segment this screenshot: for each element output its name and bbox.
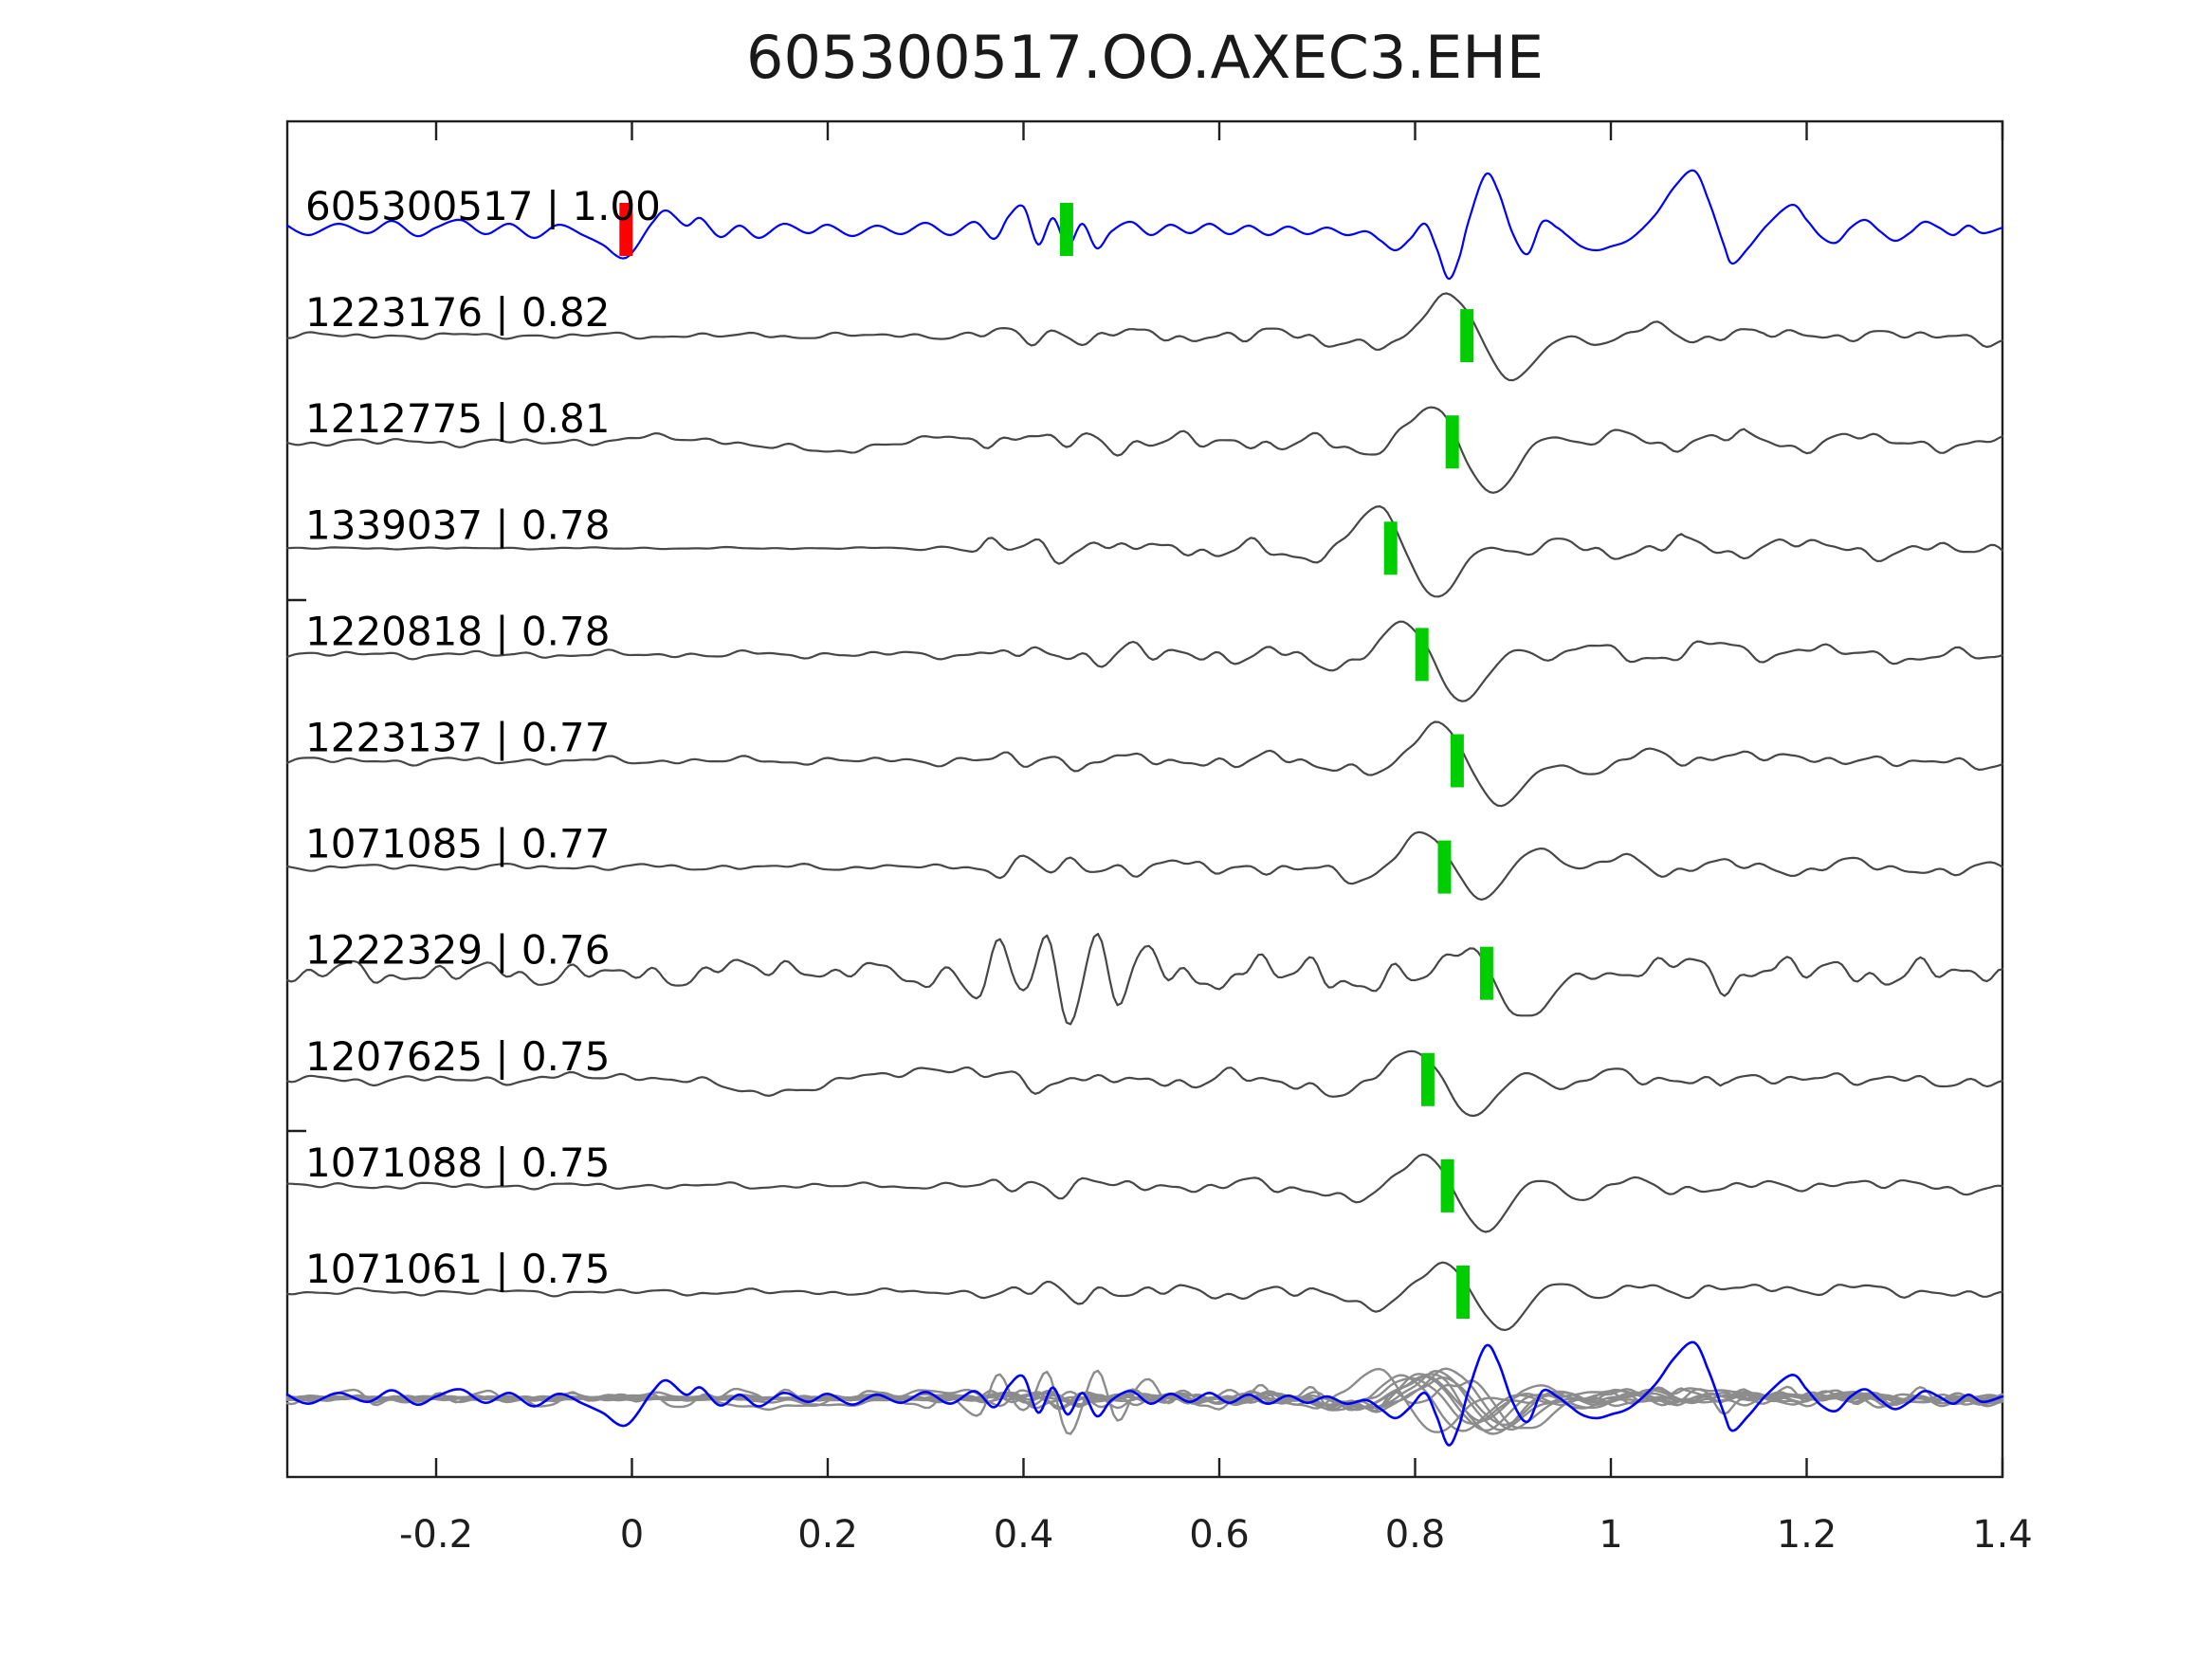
- green-pick-marker-1223176: [1460, 309, 1474, 363]
- waveform-1223176: [286, 292, 2004, 382]
- x-tick-label: 0: [620, 1513, 644, 1557]
- trace-label-1339037: 1339037 | 0.78: [305, 501, 610, 548]
- overlay-waveform-1220818: [285, 1374, 2004, 1432]
- overlay-waveform-1212775: [285, 1373, 2004, 1435]
- waveform-1212775: [286, 406, 2004, 494]
- plot-frame: [285, 119, 2004, 1479]
- green-pick-marker-1071061: [1456, 1266, 1471, 1319]
- green-pick-marker-1222329: [1479, 946, 1493, 1000]
- trace-label-1212775: 1212775 | 0.81: [305, 395, 610, 442]
- trace-label-1220818: 1220818 | 0.78: [305, 608, 610, 654]
- green-pick-marker-605300517: [1059, 203, 1073, 256]
- red-pick-marker-605300517: [619, 203, 633, 256]
- trace-label-1223137: 1223137 | 0.77: [305, 715, 610, 761]
- x-tick-label: 0.2: [797, 1513, 858, 1557]
- overlay-waveform-1071088: [285, 1375, 2004, 1432]
- waveform-1222329: [286, 932, 2004, 1026]
- overlay-waveform-template: [285, 1340, 2004, 1447]
- x-tick-label: 1: [1599, 1513, 1622, 1557]
- trace-label-1071085: 1071085 | 0.77: [305, 821, 610, 867]
- trace-label-1071088: 1071088 | 0.75: [305, 1139, 610, 1186]
- x-tick-label: 1.2: [1777, 1513, 1837, 1557]
- x-tick-label: 0.6: [1189, 1513, 1250, 1557]
- waveform-1071061: [286, 1261, 2004, 1332]
- trace-label-605300517: 605300517 | 1.00: [305, 183, 661, 229]
- x-tick-label: 1.4: [1972, 1513, 2033, 1557]
- plot-title: 605300517.OO.AXEC3.EHE: [746, 23, 1544, 92]
- trace-label-1223176: 1223176 | 0.82: [305, 289, 610, 336]
- green-pick-marker-1071088: [1440, 1158, 1454, 1212]
- green-pick-marker-1212775: [1445, 415, 1459, 469]
- trace-label-1071061: 1071061 | 0.75: [305, 1246, 610, 1292]
- x-tick-label: 0.4: [994, 1513, 1054, 1557]
- green-pick-marker-1220818: [1415, 628, 1429, 682]
- waveform-1220818: [286, 620, 2004, 702]
- x-tick-label: 0.8: [1385, 1513, 1446, 1557]
- green-pick-marker-1207625: [1420, 1052, 1435, 1106]
- waveform-605300517: [286, 169, 2004, 281]
- waveform-1071088: [286, 1153, 2004, 1233]
- waveform-1071085: [286, 830, 2004, 902]
- green-pick-marker-1223137: [1450, 734, 1464, 788]
- green-pick-marker-1071085: [1437, 840, 1452, 894]
- trace-label-1222329: 1222329 | 0.76: [305, 927, 610, 974]
- waveform-1223137: [286, 720, 2004, 808]
- x-tick-label: -0.2: [399, 1513, 473, 1557]
- waveform-1207625: [286, 1049, 2004, 1118]
- green-pick-marker-1339037: [1383, 521, 1398, 575]
- waveform-1339037: [286, 504, 2004, 598]
- trace-label-1207625: 1207625 | 0.75: [305, 1033, 610, 1080]
